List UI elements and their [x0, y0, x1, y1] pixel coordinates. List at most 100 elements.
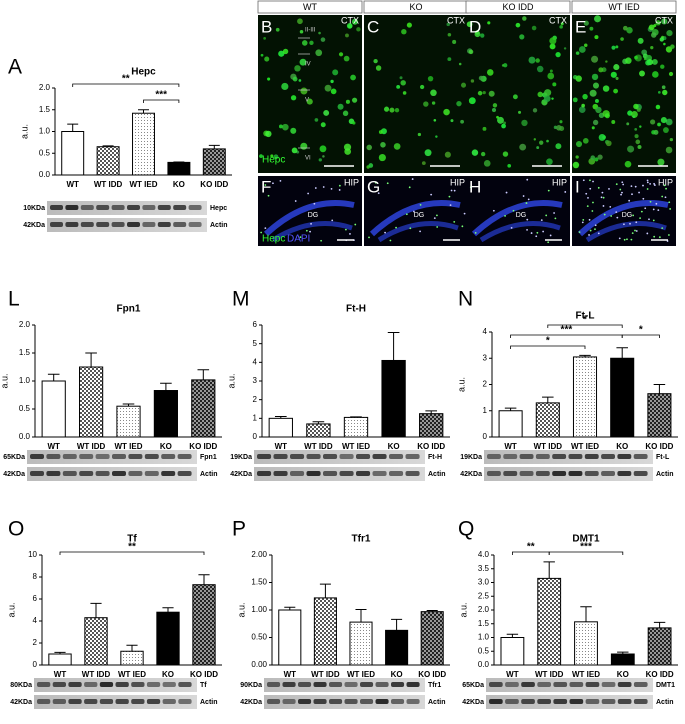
- y-tick-label: 1.5: [39, 105, 51, 114]
- y-tick-label: 0.5: [39, 148, 51, 157]
- y-tick-label: 1.50: [251, 578, 267, 587]
- region-label: HIP: [344, 177, 359, 187]
- layer-label: V: [305, 98, 309, 104]
- cell: [264, 56, 269, 61]
- blot-band: [634, 699, 648, 704]
- y-tick-label: 2: [33, 638, 38, 647]
- cell: [609, 206, 611, 208]
- y-tick-label: 1: [483, 406, 488, 415]
- cell: [313, 203, 315, 205]
- cell: [450, 119, 453, 122]
- cell: [634, 230, 636, 232]
- blot-band: [520, 454, 534, 459]
- error-bar: [85, 353, 97, 367]
- cell: [603, 197, 605, 199]
- cell: [264, 227, 266, 229]
- stain-label: Hepc: [262, 234, 285, 245]
- blot-band: [267, 682, 280, 687]
- cell: [631, 193, 633, 195]
- cell: [626, 122, 629, 125]
- blot-name: Actin: [428, 471, 446, 478]
- blot-name: DMT1: [656, 682, 675, 689]
- cell: [389, 108, 394, 113]
- blot-size: 80KDa: [10, 682, 32, 689]
- error-bar: [138, 110, 149, 113]
- column-header: KO: [409, 2, 422, 12]
- x-tick-label: KO: [162, 670, 174, 679]
- cell: [670, 44, 675, 49]
- blot-band: [489, 699, 503, 704]
- cell: [653, 209, 655, 211]
- significance-label: **: [122, 74, 130, 85]
- column-header: WT IED: [608, 2, 640, 12]
- cell: [653, 236, 655, 238]
- cell: [602, 192, 604, 194]
- cell: [615, 45, 618, 48]
- blot-band: [586, 682, 600, 687]
- cell: [579, 106, 586, 113]
- y-axis-label: a.u.: [226, 373, 236, 388]
- cell: [320, 240, 322, 242]
- significance-label: *: [639, 325, 643, 336]
- y-tick-label: 0: [253, 432, 258, 441]
- blot-name: Ft-L: [656, 454, 670, 461]
- panel-letter: B: [261, 17, 272, 36]
- cell: [546, 158, 553, 165]
- cell: [315, 49, 322, 56]
- cell: [352, 98, 357, 103]
- blot-size: 19KDa: [460, 454, 482, 461]
- cell: [611, 120, 615, 124]
- blot-band: [340, 471, 354, 476]
- blot-band: [50, 222, 63, 227]
- x-tick-label: KO IDD: [417, 442, 445, 451]
- region-label: CTX: [447, 15, 465, 25]
- x-tick-label: WT IDD: [304, 442, 333, 451]
- cell: [319, 158, 322, 161]
- blot-band: [553, 682, 567, 687]
- blot-band: [100, 699, 113, 704]
- error-bar: [160, 383, 172, 390]
- x-tick-label: WT IDD: [535, 670, 564, 679]
- blot-band: [298, 682, 311, 687]
- blot-band: [373, 471, 387, 476]
- blot-band: [521, 682, 535, 687]
- error-bar: [654, 385, 666, 394]
- blot-size: 65KDa: [3, 454, 25, 461]
- cell: [610, 215, 612, 217]
- cell: [589, 27, 593, 31]
- cell: [552, 82, 556, 86]
- chart-title: Ft-H: [346, 304, 366, 315]
- error-bar: [198, 370, 210, 380]
- cell: [661, 117, 667, 123]
- cell: [587, 205, 589, 207]
- blot-size: 42KDa: [3, 471, 25, 478]
- cell: [300, 88, 307, 95]
- significance-label: ***: [561, 325, 573, 336]
- cell: [529, 57, 536, 64]
- cell: [623, 223, 625, 225]
- cell: [592, 181, 594, 183]
- bar: [501, 638, 524, 666]
- bar: [420, 414, 443, 437]
- cell: [521, 120, 527, 126]
- blot-band: [487, 471, 501, 476]
- blot-band: [30, 471, 44, 476]
- cell: [582, 94, 587, 99]
- column-header: KO IDD: [502, 2, 534, 12]
- cell: [418, 133, 421, 136]
- panel-letter: N: [458, 288, 473, 311]
- cell: [522, 16, 526, 20]
- cell: [487, 69, 494, 76]
- error-bar: [209, 145, 220, 148]
- cell: [631, 185, 633, 187]
- blot-band: [617, 471, 631, 476]
- cell: [590, 90, 597, 97]
- cell: [519, 34, 524, 39]
- blot-size: 42KDa: [10, 699, 32, 706]
- cell: [450, 204, 452, 206]
- cell: [579, 231, 581, 233]
- cell: [526, 179, 528, 181]
- region-label: DG: [622, 212, 633, 219]
- cell: [338, 104, 344, 110]
- cell: [632, 215, 634, 217]
